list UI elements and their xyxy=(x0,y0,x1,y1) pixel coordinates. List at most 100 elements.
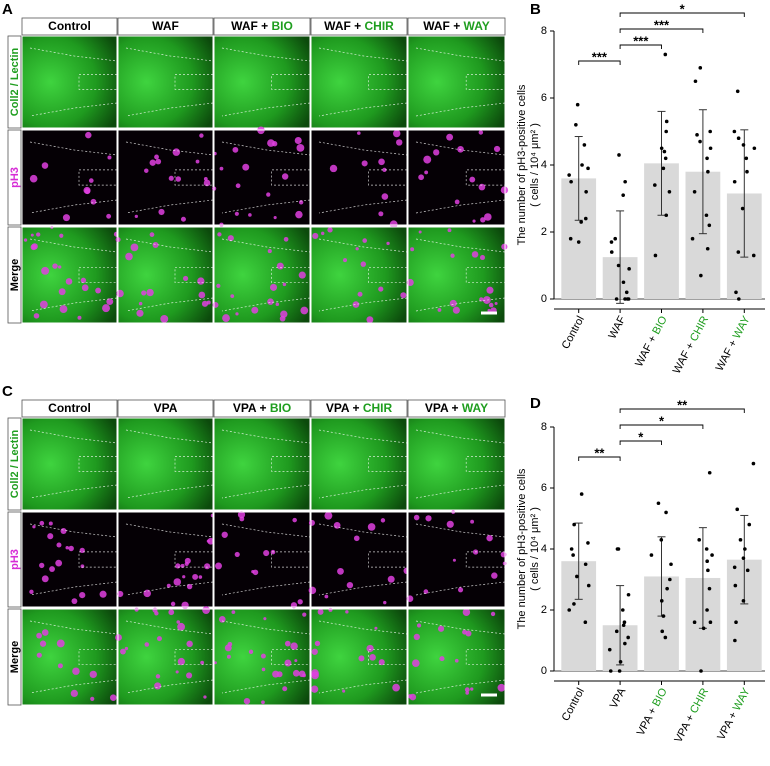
ph3-spot xyxy=(248,213,252,217)
ph3-spot xyxy=(324,511,333,520)
ph3-spot xyxy=(454,658,459,663)
micrograph xyxy=(118,609,213,705)
data-point xyxy=(616,263,621,268)
ph3-spot xyxy=(283,236,289,242)
ph3-spot xyxy=(267,249,272,254)
ph3-spot xyxy=(217,232,222,237)
data-point xyxy=(708,129,712,134)
micrograph-border xyxy=(310,226,408,324)
ph3-spot xyxy=(457,587,464,593)
ph3-spot xyxy=(176,620,181,624)
ph3-spot xyxy=(267,139,275,147)
ph3-spot xyxy=(424,170,429,175)
ph3-spot xyxy=(170,601,176,607)
micrograph-border xyxy=(117,129,214,226)
ph3-spot xyxy=(500,551,507,558)
data-point xyxy=(662,149,667,154)
ph3-spot xyxy=(231,610,236,614)
row-label: pH3 xyxy=(9,549,21,570)
significance-bracket xyxy=(578,60,621,65)
column-header-box xyxy=(213,17,311,36)
ph3-spot xyxy=(90,696,95,702)
data-point xyxy=(733,638,737,643)
data-point xyxy=(734,620,738,624)
data-point xyxy=(569,547,574,551)
micrograph xyxy=(22,609,117,705)
panel-letter: B xyxy=(530,1,541,18)
data-point xyxy=(744,156,749,161)
ph3-spot xyxy=(198,291,206,299)
tissue-outline xyxy=(125,238,214,312)
ph3-spot xyxy=(65,545,69,550)
data-point xyxy=(741,556,746,560)
ph3-spot xyxy=(345,610,349,614)
column-header-box xyxy=(407,399,506,418)
data-point xyxy=(623,179,627,184)
micrograph xyxy=(22,227,117,323)
data-point xyxy=(692,190,697,194)
ph3-spot xyxy=(23,238,28,242)
column-header-box xyxy=(310,399,408,418)
data-point xyxy=(704,213,709,218)
ph3-spot xyxy=(154,154,159,160)
ph3-spot xyxy=(88,178,94,183)
micrograph-border xyxy=(310,35,408,129)
ph3-spot xyxy=(358,655,365,662)
ph3-spot xyxy=(480,217,486,223)
data-point xyxy=(690,236,695,241)
ph3-spot xyxy=(328,607,333,612)
ph3-spot xyxy=(493,145,501,153)
data-point xyxy=(569,179,573,184)
ph3-spot xyxy=(266,192,271,197)
ph3-spot xyxy=(62,214,70,222)
micrograph-border xyxy=(407,511,506,608)
ph3-spot xyxy=(215,562,222,570)
ph3-spot xyxy=(221,531,228,538)
micrograph-border xyxy=(117,35,214,129)
tissue-outline xyxy=(318,523,408,596)
micrograph xyxy=(408,418,505,510)
data-point xyxy=(568,236,573,241)
data-point xyxy=(583,620,588,624)
ph3-spot xyxy=(311,648,318,655)
data-point xyxy=(668,577,672,582)
ph3-spot xyxy=(462,629,468,635)
ph3-spot xyxy=(166,583,171,588)
ph3-spot xyxy=(232,146,239,153)
ph3-spot xyxy=(381,193,389,200)
y-tick-label: 0 xyxy=(541,293,547,305)
ph3-spot xyxy=(378,659,385,666)
data-point xyxy=(705,246,710,251)
ph3-spot xyxy=(454,199,460,205)
micrograph xyxy=(408,130,505,225)
ph3-spot xyxy=(192,573,199,580)
tissue-outline xyxy=(415,429,506,499)
micrograph xyxy=(118,418,213,510)
micrograph xyxy=(22,36,117,128)
data-point xyxy=(669,562,673,567)
data-point xyxy=(663,156,668,161)
ph3-spot xyxy=(389,220,398,229)
ph3-spot xyxy=(141,290,147,296)
ph3-spot xyxy=(360,261,367,267)
ph3-spot xyxy=(400,292,407,299)
column-header: VPA + CHIR xyxy=(326,401,393,415)
data-point xyxy=(579,220,583,224)
ph3-spot xyxy=(36,652,42,658)
data-point xyxy=(707,586,712,591)
ph3-spot xyxy=(248,649,254,655)
ph3-spot xyxy=(337,567,344,575)
ph3-spot xyxy=(89,670,97,679)
data-point xyxy=(614,629,619,634)
ph3-spot xyxy=(366,316,374,324)
tissue-outline xyxy=(221,47,311,117)
panel-letter: C xyxy=(2,383,13,400)
ph3-spot xyxy=(418,174,425,181)
ph3-spot xyxy=(486,534,493,542)
ph3-spot xyxy=(284,640,291,647)
ph3-spot xyxy=(449,299,457,307)
ph3-spot xyxy=(353,535,360,542)
ph3-spot xyxy=(200,660,205,665)
x-tick-label: WAF + BIO xyxy=(633,314,670,369)
micrograph xyxy=(22,512,117,607)
